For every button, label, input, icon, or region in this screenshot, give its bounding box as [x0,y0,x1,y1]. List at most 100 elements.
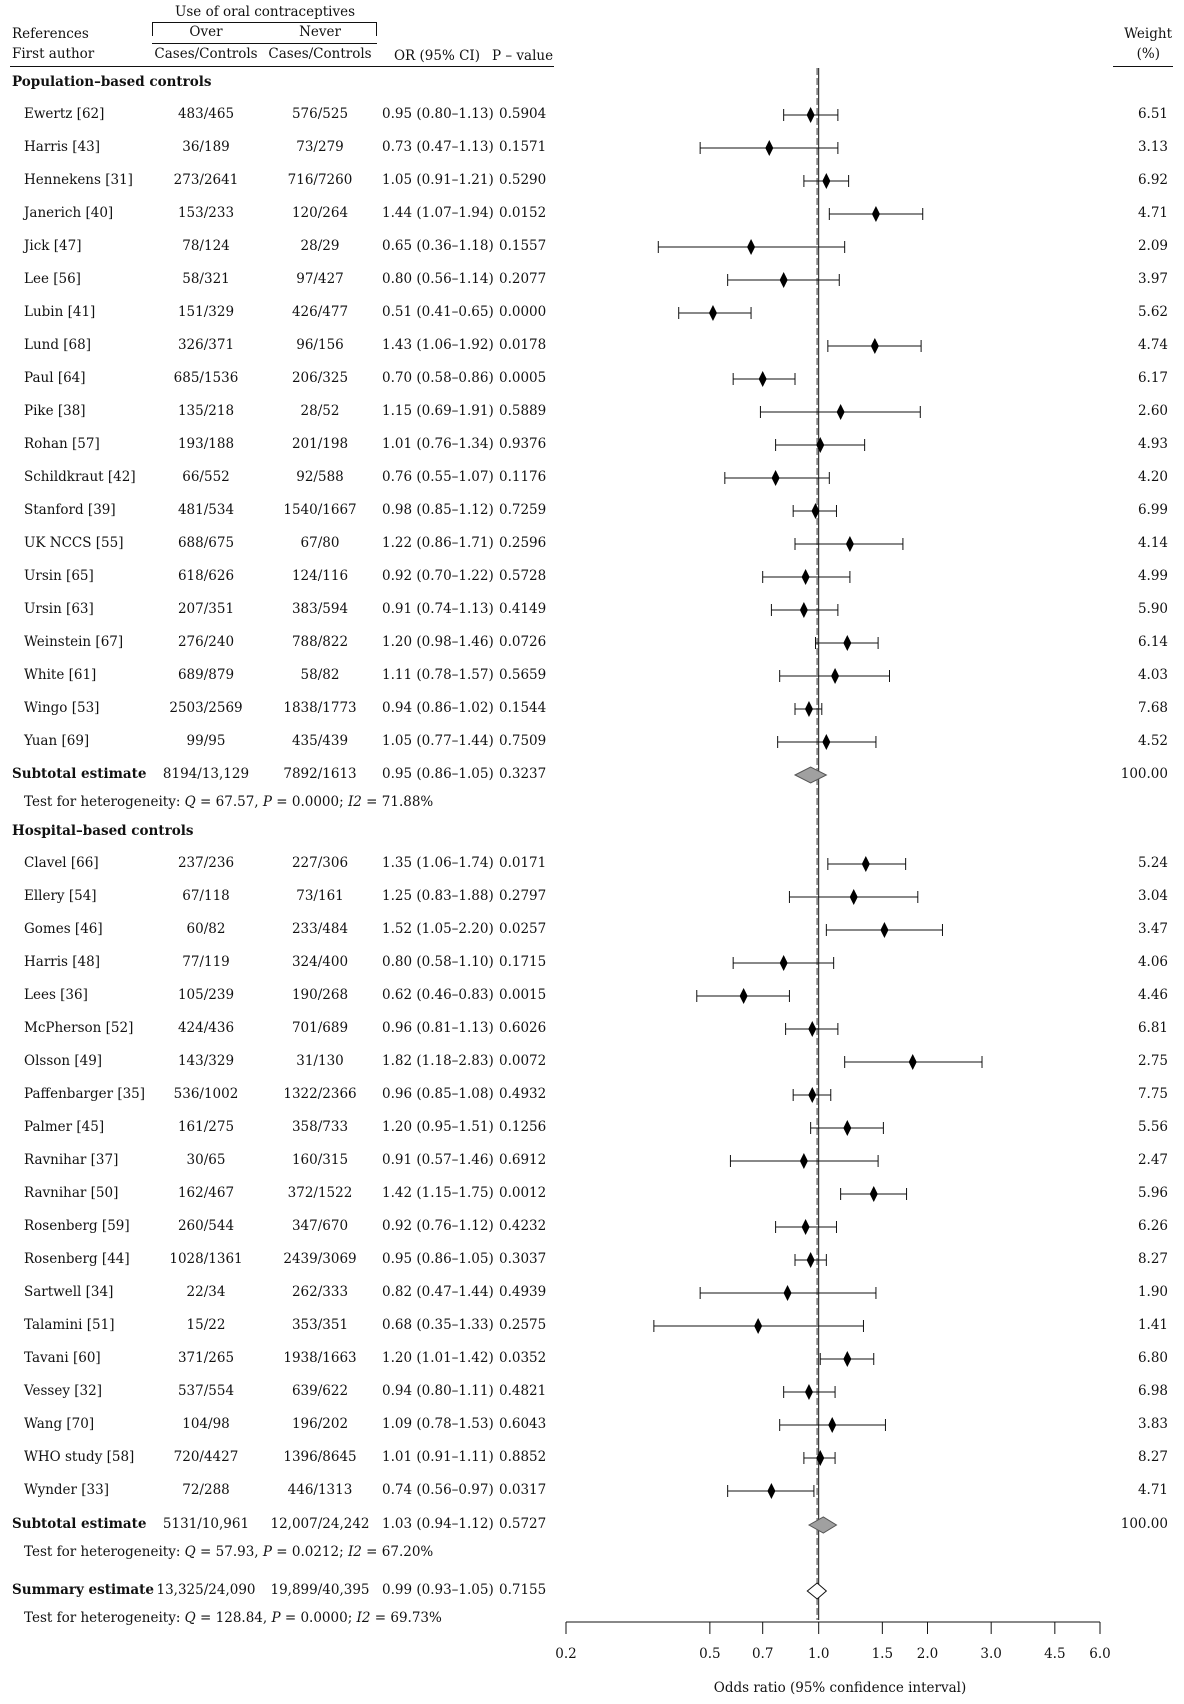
study-never-cases-controls: 201/198 [291,436,349,452]
study-pvalue: 0.0072 [499,1053,547,1069]
study-over-cases-controls: 58/321 [182,271,230,287]
subtotal-never-hospital: 12,007/24,242 [270,1516,370,1532]
study-over-cases-controls: 72/288 [182,1482,230,1498]
study-or-ci: 1.44 (1.07–1.94) [382,205,494,221]
study-over-cases-controls: 1028/1361 [169,1251,243,1267]
study-or-ci: 1.35 (1.06–1.74) [382,855,494,871]
study-pvalue: 0.4149 [499,601,547,617]
study-weight: 4.20 [1137,469,1168,485]
study-never-cases-controls: 73/161 [296,888,344,904]
header-weight-unit: (%) [1136,46,1160,62]
x-axis-tick-label: 0.2 [555,1646,576,1662]
study-weight: 4.93 [1137,436,1168,452]
study-never-cases-controls: 372/1522 [287,1185,353,1201]
study-weight: 5.24 [1137,855,1168,871]
study-pvalue: 0.4821 [499,1383,547,1399]
study-or-ci: 1.01 (0.76–1.34) [382,436,494,452]
study-or-ci: 1.52 (1.05–2.20) [382,921,494,937]
study-weight: 6.81 [1137,1020,1168,1036]
study-never-cases-controls: 28/52 [300,403,340,419]
header-weight: Weight [1124,26,1172,42]
het-q-value: = 67.57, [195,794,263,810]
study-never-cases-controls: 788/822 [291,634,349,650]
study-pvalue: 0.9376 [499,436,547,452]
study-or-ci: 0.95 (0.86–1.05) [382,1251,494,1267]
study-author: Paul [64] [24,370,86,386]
study-never-cases-controls: 92/588 [296,469,344,485]
study-pvalue: 0.1571 [499,139,547,155]
study-author: Hennekens [31] [24,172,133,188]
study-author: Harris [48] [24,954,100,970]
study-never-cases-controls: 262/333 [291,1284,349,1300]
study-or-ci: 0.91 (0.74–1.13) [382,601,494,617]
study-pvalue: 0.4232 [499,1218,547,1234]
study-pvalue: 0.0000 [499,304,547,320]
study-pvalue: 0.0005 [499,370,547,386]
study-author: Paffenbarger [35] [24,1086,146,1102]
het-q-value: = 57.93, [195,1544,263,1560]
section-title-hospital: Hospital–based controls [12,823,194,839]
study-or-ci: 0.94 (0.86–1.02) [382,700,494,716]
study-over-cases-controls: 720/4427 [173,1449,239,1465]
x-axis-tick-label: 2.0 [917,1646,938,1662]
summary-diamond [806,1582,828,1600]
study-pvalue: 0.5728 [499,568,547,584]
study-or-ci: 0.92 (0.70–1.22) [382,568,494,584]
header-group-label: Use of oral contraceptives [174,4,356,20]
study-point-estimate [843,635,852,651]
study-pvalue: 0.1544 [499,700,547,716]
study-author: Janerich [40] [24,205,114,221]
study-over-cases-controls: 78/124 [182,238,230,254]
subtotal-over-hospital: 5131/10,961 [162,1516,250,1532]
study-pvalue: 0.1256 [499,1119,547,1135]
study-author: Talamini [51] [24,1317,115,1333]
x-axis-tick-label: 0.5 [699,1646,720,1662]
study-or-ci: 0.96 (0.85–1.08) [382,1086,494,1102]
study-point-estimate [849,889,858,905]
study-or-ci: 0.82 (0.47–1.44) [382,1284,494,1300]
study-or-ci: 0.65 (0.36–1.18) [382,238,494,254]
study-weight: 4.06 [1137,954,1168,970]
study-weight: 3.47 [1137,921,1168,937]
het-p-symbol: P [271,1610,281,1626]
study-or-ci: 0.80 (0.58–1.10) [382,954,494,970]
study-author: Lund [68] [24,337,91,353]
study-or-ci: 1.43 (1.06–1.92) [382,337,494,353]
study-weight: 4.71 [1137,205,1168,221]
study-over-cases-controls: 537/554 [177,1383,235,1399]
study-weight: 4.71 [1137,1482,1168,1498]
study-point-estimate [836,404,845,420]
study-weight: 1.41 [1137,1317,1168,1333]
study-weight: 6.80 [1137,1350,1168,1366]
study-author: Lees [36] [24,987,88,1003]
study-never-cases-controls: 67/80 [300,535,340,551]
study-or-ci: 0.74 (0.56–0.97) [382,1482,494,1498]
study-point-estimate [806,107,815,123]
study-pvalue: 0.0171 [499,855,547,871]
subtotal-diamond [807,1516,838,1534]
study-weight: 7.75 [1137,1086,1168,1102]
study-over-cases-controls: 481/534 [177,502,235,518]
study-pvalue: 0.4932 [499,1086,547,1102]
study-over-cases-controls: 60/82 [186,921,226,937]
study-pvalue: 0.8852 [499,1449,547,1465]
study-pvalue: 0.7259 [499,502,547,518]
study-weight: 4.99 [1137,568,1168,584]
summary-over: 13,325/24,090 [156,1582,256,1598]
study-weight: 8.27 [1137,1251,1168,1267]
het-prefix: Test for heterogeneity: [24,1544,185,1560]
study-author: Clavel [66] [24,855,99,871]
study-pvalue: 0.2575 [499,1317,547,1333]
study-point-estimate [739,988,748,1004]
study-over-cases-controls: 30/65 [186,1152,226,1168]
study-author: Vessey [32] [24,1383,102,1399]
study-weight: 3.13 [1137,139,1168,155]
study-point-estimate [804,701,813,717]
het-p-symbol: P [262,1544,272,1560]
study-weight: 7.68 [1137,700,1168,716]
study-over-cases-controls: 371/265 [177,1350,235,1366]
study-or-ci: 0.91 (0.57–1.46) [382,1152,494,1168]
study-point-estimate [880,922,889,938]
study-pvalue: 0.1557 [499,238,547,254]
